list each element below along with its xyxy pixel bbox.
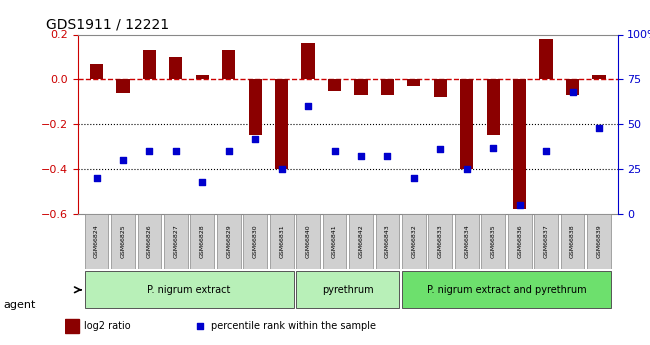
- Text: GSM66837: GSM66837: [543, 225, 549, 258]
- Text: GSM66835: GSM66835: [491, 225, 496, 258]
- Bar: [354, 79, 368, 95]
- Bar: [513, 79, 526, 209]
- FancyBboxPatch shape: [534, 214, 558, 269]
- Text: GSM66843: GSM66843: [385, 225, 390, 258]
- FancyBboxPatch shape: [111, 214, 135, 269]
- Text: GSM66826: GSM66826: [147, 225, 152, 258]
- FancyBboxPatch shape: [561, 214, 584, 269]
- FancyBboxPatch shape: [428, 214, 452, 269]
- Point: [250, 136, 261, 141]
- Text: GSM66834: GSM66834: [464, 225, 469, 258]
- Bar: [169, 57, 183, 79]
- Bar: [65, 319, 79, 333]
- Text: GSM66833: GSM66833: [438, 225, 443, 258]
- Text: GSM66842: GSM66842: [358, 225, 363, 258]
- Bar: [408, 79, 421, 86]
- Point: [356, 154, 366, 159]
- FancyBboxPatch shape: [164, 214, 188, 269]
- FancyBboxPatch shape: [190, 214, 214, 269]
- Text: P. nigrum extract: P. nigrum extract: [148, 285, 231, 295]
- FancyBboxPatch shape: [587, 214, 611, 269]
- Point: [488, 145, 499, 150]
- Text: GSM66841: GSM66841: [332, 225, 337, 258]
- Bar: [116, 79, 129, 93]
- Text: GSM66832: GSM66832: [411, 225, 417, 258]
- Bar: [143, 50, 156, 79]
- Text: pyrethrum: pyrethrum: [322, 285, 374, 295]
- Bar: [302, 43, 315, 79]
- Point: [382, 154, 393, 159]
- Point: [144, 148, 155, 154]
- Point: [567, 89, 578, 95]
- Bar: [248, 79, 262, 136]
- Point: [541, 148, 551, 154]
- Text: GSM66828: GSM66828: [200, 225, 205, 258]
- Text: GSM66838: GSM66838: [570, 225, 575, 258]
- FancyBboxPatch shape: [243, 214, 267, 269]
- Bar: [381, 79, 394, 95]
- Text: GSM66830: GSM66830: [253, 225, 257, 258]
- Point: [462, 166, 472, 172]
- FancyBboxPatch shape: [138, 214, 161, 269]
- Bar: [540, 39, 552, 79]
- Point: [197, 179, 207, 184]
- FancyBboxPatch shape: [217, 214, 240, 269]
- Bar: [434, 79, 447, 97]
- Text: GSM66824: GSM66824: [94, 225, 99, 258]
- Text: GSM66836: GSM66836: [517, 225, 522, 258]
- FancyBboxPatch shape: [84, 271, 294, 308]
- Text: GSM66829: GSM66829: [226, 225, 231, 258]
- Text: P. nigrum extract and pyrethrum: P. nigrum extract and pyrethrum: [426, 285, 586, 295]
- Text: log2 ratio: log2 ratio: [84, 322, 131, 331]
- Point: [118, 157, 128, 163]
- FancyBboxPatch shape: [84, 214, 109, 269]
- Point: [409, 175, 419, 181]
- FancyBboxPatch shape: [402, 271, 611, 308]
- Bar: [196, 75, 209, 79]
- FancyBboxPatch shape: [508, 214, 532, 269]
- FancyBboxPatch shape: [349, 214, 373, 269]
- Point: [514, 202, 525, 208]
- Point: [594, 125, 604, 130]
- Point: [276, 166, 287, 172]
- Point: [303, 104, 313, 109]
- FancyBboxPatch shape: [270, 214, 294, 269]
- FancyBboxPatch shape: [402, 214, 426, 269]
- FancyBboxPatch shape: [322, 214, 346, 269]
- Text: GSM66831: GSM66831: [279, 225, 284, 258]
- Point: [91, 175, 101, 181]
- FancyBboxPatch shape: [455, 214, 478, 269]
- Text: GSM66827: GSM66827: [174, 225, 178, 258]
- Bar: [90, 64, 103, 79]
- Text: GSM66825: GSM66825: [120, 225, 125, 258]
- Bar: [460, 79, 473, 169]
- Bar: [328, 79, 341, 91]
- Bar: [222, 50, 235, 79]
- FancyBboxPatch shape: [296, 214, 320, 269]
- Text: GSM66839: GSM66839: [597, 225, 601, 258]
- Text: agent: agent: [3, 300, 36, 310]
- FancyBboxPatch shape: [481, 214, 505, 269]
- Bar: [275, 79, 288, 169]
- FancyBboxPatch shape: [376, 214, 399, 269]
- Point: [330, 148, 340, 154]
- Bar: [566, 79, 579, 95]
- Point: [224, 148, 234, 154]
- FancyBboxPatch shape: [296, 271, 399, 308]
- Text: GDS1911 / 12221: GDS1911 / 12221: [46, 18, 169, 32]
- Point: [171, 148, 181, 154]
- Text: GSM66840: GSM66840: [306, 225, 311, 258]
- Bar: [592, 75, 606, 79]
- Text: percentile rank within the sample: percentile rank within the sample: [211, 322, 376, 331]
- Point: [435, 147, 445, 152]
- Bar: [487, 79, 500, 136]
